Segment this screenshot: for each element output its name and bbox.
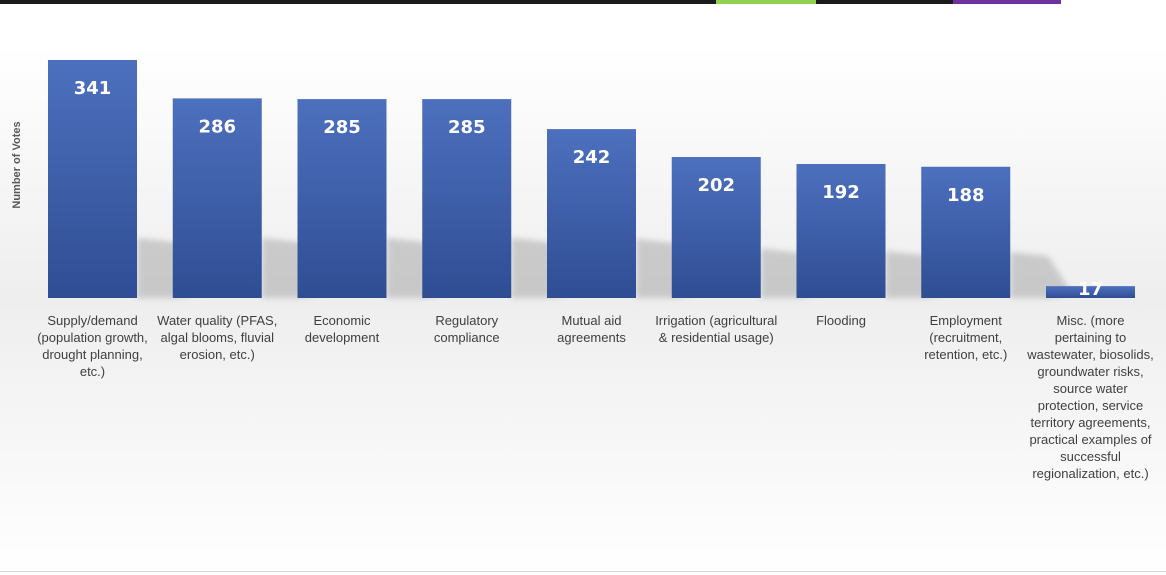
category-label: Economic development — [304, 313, 380, 345]
category-label: Mutual aid agreements — [557, 313, 626, 345]
category-label: Water quality (PFAS, algal blooms, fluvi… — [157, 313, 278, 362]
bar — [297, 99, 387, 298]
value-label: 285 — [323, 117, 361, 138]
top-strip — [0, 0, 1061, 4]
bar — [1046, 286, 1135, 298]
value-label: 242 — [573, 147, 611, 168]
value-label: 286 — [198, 116, 236, 137]
value-label: 202 — [697, 175, 735, 196]
value-labels: 341 286 285 285 242 202 192 188 17 — [74, 78, 1103, 300]
bottom-rule — [0, 571, 1166, 572]
bar — [547, 129, 636, 298]
top-strip-segment — [0, 0, 716, 4]
category-label: Irrigation (agricultural & residential u… — [655, 313, 778, 345]
bar — [422, 99, 512, 298]
category-label: Regulatory compliance — [433, 313, 500, 345]
category-label: Misc. (more pertaining to wastewater, bi… — [1027, 313, 1154, 481]
category-label: Employment (recruitment, retention, etc.… — [924, 313, 1008, 362]
bar — [172, 98, 262, 298]
category-label: Flooding — [816, 313, 866, 328]
bar — [921, 166, 1011, 298]
value-label: 341 — [74, 78, 112, 99]
bar — [48, 60, 137, 298]
top-strip-segment — [953, 0, 1061, 4]
top-strip-segment — [816, 0, 953, 4]
top-strip-segment — [716, 0, 816, 4]
value-label: 285 — [448, 117, 486, 138]
bar — [671, 157, 761, 298]
category-label: Supply/demand (population growth, drough… — [37, 313, 148, 379]
bar — [796, 163, 886, 298]
value-label: 192 — [822, 182, 860, 203]
value-label: 188 — [947, 185, 985, 206]
value-label: 17 — [1078, 279, 1103, 300]
bars — [48, 60, 1135, 298]
